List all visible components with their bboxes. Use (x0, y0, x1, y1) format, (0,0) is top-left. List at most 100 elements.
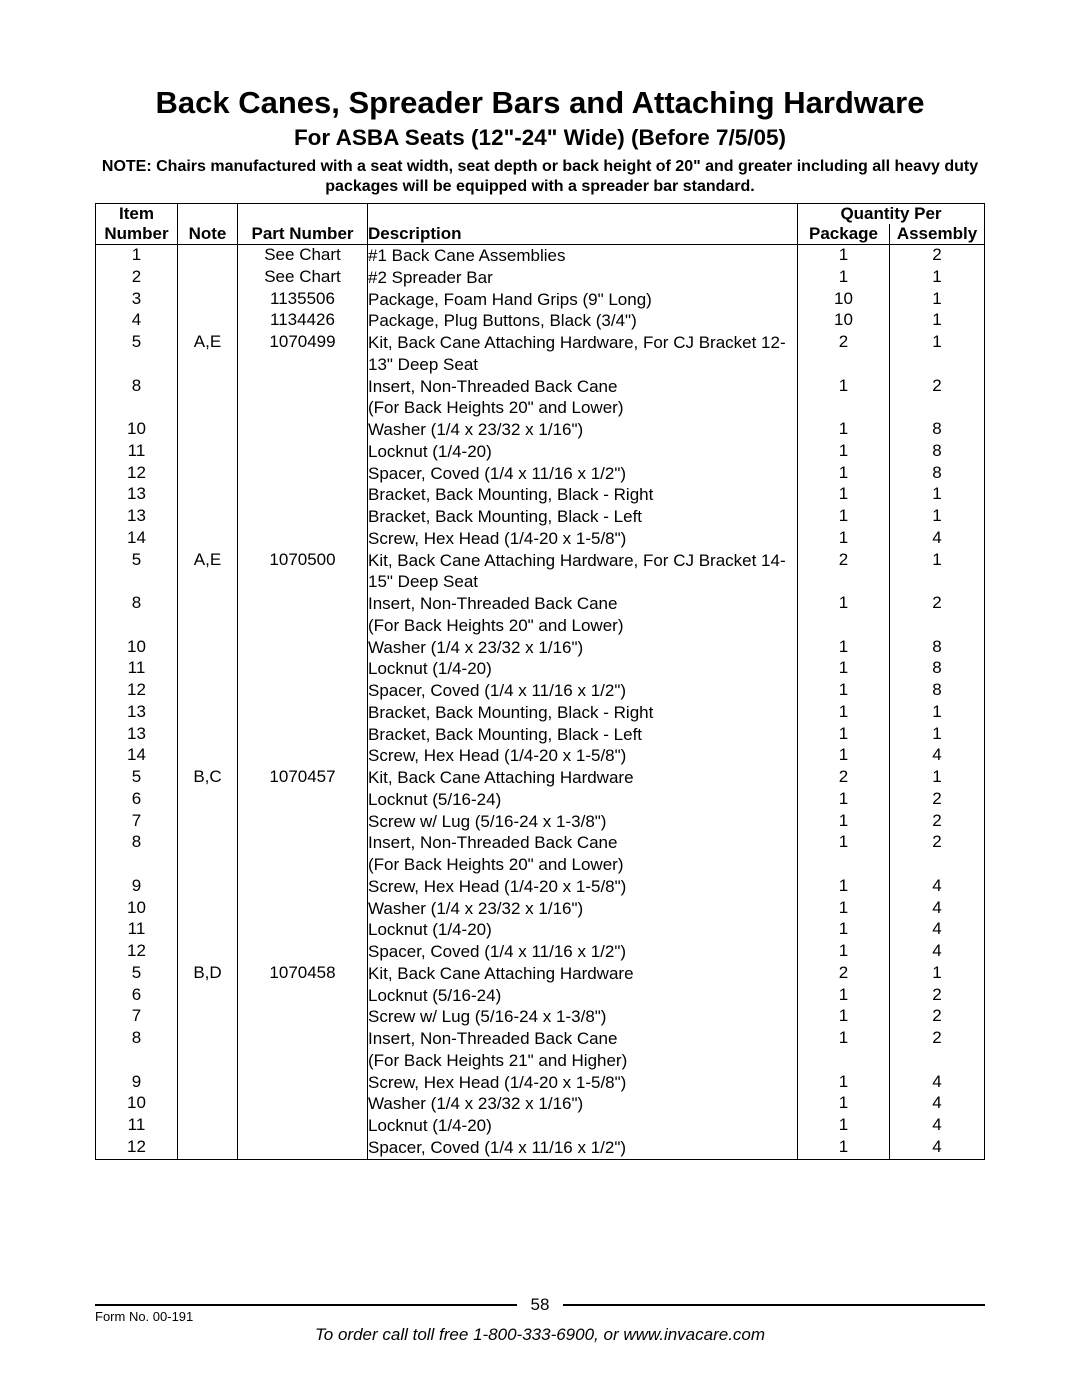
cell-item: 11 (96, 919, 178, 941)
cell-asm: 4 (890, 1137, 985, 1159)
cell-pkg: 1 (798, 441, 890, 463)
table-row: 5A,E1070499Kit, Back Cane Attaching Hard… (96, 332, 985, 376)
cell-pkg: 1 (798, 1006, 890, 1028)
cell-part (238, 376, 368, 420)
cell-asm: 1 (890, 702, 985, 724)
cell-desc: Spacer, Coved (1/4 x 11/16 x 1/2") (368, 463, 798, 485)
cell-pkg: 1 (798, 419, 890, 441)
cell-item: 11 (96, 1115, 178, 1137)
cell-item: 14 (96, 528, 178, 550)
cell-desc: Spacer, Coved (1/4 x 11/16 x 1/2") (368, 1137, 798, 1159)
cell-desc: Locknut (5/16-24) (368, 789, 798, 811)
cell-desc: Locknut (1/4-20) (368, 441, 798, 463)
cell-desc: Insert, Non-Threaded Back Cane(For Back … (368, 832, 798, 876)
cell-note (178, 1093, 238, 1115)
rule-left (95, 1304, 517, 1306)
cell-asm: 2 (890, 832, 985, 876)
cell-item: 8 (96, 376, 178, 420)
cell-asm: 2 (890, 1028, 985, 1072)
cell-asm: 1 (890, 267, 985, 289)
table-row: 12Spacer, Coved (1/4 x 11/16 x 1/2")18 (96, 463, 985, 485)
cell-note (178, 484, 238, 506)
cell-note: A,E (178, 332, 238, 376)
cell-asm: 4 (890, 745, 985, 767)
cell-pkg: 1 (798, 1093, 890, 1115)
cell-note (178, 811, 238, 833)
cell-item: 11 (96, 441, 178, 463)
table-row: 8Insert, Non-Threaded Back Cane(For Back… (96, 376, 985, 420)
cell-item: 4 (96, 310, 178, 332)
cell-desc: Locknut (1/4-20) (368, 919, 798, 941)
cell-part (238, 1006, 368, 1028)
cell-item: 11 (96, 658, 178, 680)
cell-asm: 8 (890, 463, 985, 485)
cell-desc: Washer (1/4 x 23/32 x 1/16") (368, 1093, 798, 1115)
cell-asm: 1 (890, 310, 985, 332)
cell-asm: 1 (890, 484, 985, 506)
cell-pkg: 1 (798, 702, 890, 724)
cell-item: 8 (96, 1028, 178, 1072)
cell-pkg: 1 (798, 463, 890, 485)
cell-asm: 8 (890, 441, 985, 463)
cell-desc: Screw, Hex Head (1/4-20 x 1-5/8") (368, 745, 798, 767)
cell-asm: 1 (890, 767, 985, 789)
cell-note (178, 702, 238, 724)
cell-asm: 8 (890, 637, 985, 659)
cell-pkg: 1 (798, 789, 890, 811)
cell-item: 5 (96, 963, 178, 985)
cell-asm: 2 (890, 593, 985, 637)
cell-pkg: 1 (798, 658, 890, 680)
cell-part (238, 919, 368, 941)
cell-note (178, 1137, 238, 1159)
cell-asm: 4 (890, 1093, 985, 1115)
cell-item: 12 (96, 1137, 178, 1159)
cell-desc: Screw, Hex Head (1/4-20 x 1-5/8") (368, 528, 798, 550)
header-number: Number (96, 224, 178, 245)
cell-asm: 1 (890, 332, 985, 376)
cell-part (238, 1115, 368, 1137)
table-row: 14Screw, Hex Head (1/4-20 x 1-5/8")14 (96, 528, 985, 550)
order-line: To order call toll free 1-800-333-6900, … (95, 1325, 985, 1345)
table-row: 11 Locknut (1/4-20)18 (96, 441, 985, 463)
cell-desc: Locknut (1/4-20) (368, 1115, 798, 1137)
cell-pkg: 1 (798, 832, 890, 876)
table-row: 13Bracket, Back Mounting, Black - Right1… (96, 484, 985, 506)
table-row: 5B,D1070458Kit, Back Cane Attaching Hard… (96, 963, 985, 985)
cell-part (238, 680, 368, 702)
cell-note (178, 919, 238, 941)
cell-part (238, 593, 368, 637)
cell-desc: Kit, Back Cane Attaching Hardware, For C… (368, 550, 798, 594)
cell-desc: Spacer, Coved (1/4 x 11/16 x 1/2") (368, 680, 798, 702)
cell-note (178, 245, 238, 267)
header-asm: Assembly (890, 224, 985, 245)
cell-part (238, 1093, 368, 1115)
header-desc: Description (368, 224, 798, 245)
table-header: Item Quantity Per Number Note Part Numbe… (96, 204, 985, 245)
cell-desc: Screw w/ Lug (5/16-24 x 1-3/8") (368, 811, 798, 833)
cell-desc: Kit, Back Cane Attaching Hardware (368, 767, 798, 789)
cell-part (238, 1137, 368, 1159)
parts-table: Item Quantity Per Number Note Part Numbe… (95, 203, 985, 1160)
cell-desc: Insert, Non-Threaded Back Cane(For Back … (368, 1028, 798, 1072)
cell-asm: 1 (890, 724, 985, 746)
page-title: Back Canes, Spreader Bars and Attaching … (95, 85, 985, 121)
header-pkg: Package (798, 224, 890, 245)
page: Back Canes, Spreader Bars and Attaching … (0, 0, 1080, 1397)
cell-pkg: 1 (798, 680, 890, 702)
cell-pkg: 10 (798, 310, 890, 332)
cell-pkg: 1 (798, 245, 890, 267)
cell-desc: Insert, Non-Threaded Back Cane(For Back … (368, 593, 798, 637)
cell-note (178, 1006, 238, 1028)
cell-pkg: 1 (798, 1072, 890, 1094)
table-row: 11Locknut (1/4-20)18 (96, 658, 985, 680)
table-row: 11Locknut (1/4-20)14 (96, 1115, 985, 1137)
cell-desc: Package, Foam Hand Grips (9" Long) (368, 289, 798, 311)
cell-note (178, 898, 238, 920)
cell-pkg: 1 (798, 376, 890, 420)
cell-asm: 4 (890, 941, 985, 963)
cell-item: 2 (96, 267, 178, 289)
cell-item: 8 (96, 593, 178, 637)
table-row: 10Washer (1/4 x 23/32 x 1/16")14 (96, 898, 985, 920)
cell-asm: 8 (890, 419, 985, 441)
cell-item: 5 (96, 332, 178, 376)
